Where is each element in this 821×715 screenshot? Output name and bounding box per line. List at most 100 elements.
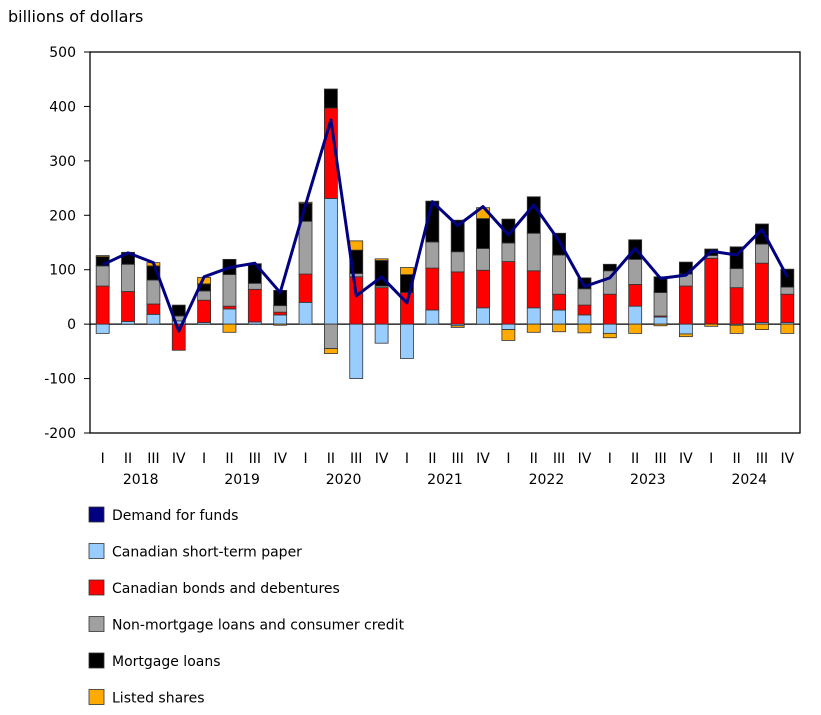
bar-segment: [678, 285, 693, 325]
bar-segment: [501, 329, 516, 341]
legend-label: Listed shares: [112, 691, 205, 707]
bar-segment: [678, 333, 693, 338]
bar-segment: [95, 255, 110, 258]
y-axis-label: billions of dollars: [8, 7, 143, 26]
x-tick-label: IV: [375, 451, 389, 467]
bar-segment: [653, 323, 668, 327]
legend-swatch: [88, 652, 105, 669]
bar-segment: [400, 323, 414, 359]
bar-segment: [780, 286, 795, 295]
y-tick-label: 200: [49, 208, 76, 224]
bar-segment: [577, 304, 592, 316]
x-tick-label: IV: [273, 451, 287, 467]
legend-swatch: [88, 689, 105, 705]
x-tick-label: I: [202, 451, 206, 467]
x-tick-label: IV: [578, 451, 592, 467]
bar-segment: [450, 271, 465, 325]
bar-segment: [374, 323, 389, 344]
bar-segment: [247, 282, 262, 290]
x-tick-label: II: [631, 451, 639, 467]
bar-segment: [222, 308, 237, 325]
legend-label: Non-mortgage loans and consumer credit: [112, 618, 405, 634]
bar-segment: [95, 285, 110, 325]
bar-segment: [450, 325, 465, 328]
demand-for-funds-line: [102, 118, 789, 333]
bar-segment: [552, 323, 567, 333]
bar-segment: [602, 323, 617, 334]
bar-segment: [349, 276, 364, 325]
bar-segment: [678, 323, 693, 335]
x-tick-label: III: [451, 451, 463, 467]
bar-segment: [476, 269, 490, 309]
bar-segment: [729, 268, 744, 289]
bar-segment: [222, 323, 237, 333]
bar-segment: [298, 273, 313, 303]
bar-segment: [526, 232, 541, 272]
y-tick-label: -200: [44, 426, 76, 442]
bar-segment: [526, 270, 541, 309]
bar-segment: [273, 323, 288, 326]
legend-swatch: [88, 506, 105, 523]
y-tick-label: 0: [67, 317, 76, 333]
bar-segment: [171, 323, 186, 351]
bar-segment: [526, 323, 541, 333]
y-tick-label: 100: [49, 263, 76, 279]
bar-segment: [704, 257, 719, 325]
bar-segment: [323, 348, 338, 354]
bar-segment: [602, 293, 617, 325]
y-tick-label: -100: [44, 372, 76, 388]
legend-swatch: [88, 543, 105, 559]
year-label: 2020: [326, 472, 362, 488]
bar-segment: [526, 307, 541, 325]
x-tick-label: I: [101, 451, 105, 467]
bar-segment: [780, 293, 795, 323]
y-tick-label: 400: [49, 99, 76, 115]
bar-segment: [450, 219, 465, 253]
x-tick-label: IV: [780, 451, 794, 467]
x-tick-label: I: [303, 451, 307, 467]
bar-segment: [349, 240, 364, 251]
bar-segment: [628, 258, 643, 285]
year-label: 2019: [224, 472, 260, 488]
bar-segment: [121, 321, 135, 325]
x-tick-label: III: [553, 451, 565, 467]
x-tick-label: II: [327, 451, 335, 467]
x-tick-label: II: [124, 451, 132, 467]
bar-segment: [171, 304, 186, 317]
year-label: 2022: [529, 472, 565, 488]
bar-segment: [95, 265, 110, 287]
x-tick-label: III: [350, 451, 362, 467]
bar-segment: [628, 284, 643, 307]
bar-segment: [755, 262, 769, 323]
x-tick-label: III: [147, 451, 159, 467]
year-label: 2018: [123, 472, 159, 488]
bar-segment: [121, 291, 135, 322]
year-label: 2023: [630, 472, 666, 488]
bar-segment: [780, 268, 795, 288]
legend-swatch: [88, 579, 105, 596]
bar-segment: [425, 267, 440, 311]
bar-segment: [450, 251, 465, 273]
legend-swatch: [88, 616, 105, 632]
bar-segment: [273, 305, 288, 313]
bar-segment: [323, 198, 338, 325]
bar-segment: [374, 258, 389, 261]
bar-segment: [526, 196, 541, 234]
x-tick-label: I: [506, 451, 510, 467]
bar-segment: [501, 242, 516, 262]
bar-segment: [602, 263, 617, 272]
bar-segment: [323, 323, 338, 350]
bar-segment: [755, 323, 769, 330]
bar-segment: [628, 305, 643, 325]
bar-segment: [146, 279, 161, 305]
bar-segment: [298, 301, 313, 325]
bar-segment: [704, 323, 719, 327]
bar-segment: [197, 299, 212, 323]
x-tick-label: IV: [679, 451, 693, 467]
bar-segment: [95, 323, 110, 334]
x-tick-label: II: [225, 451, 233, 467]
bar-segment: [602, 332, 617, 339]
bar-segment: [729, 324, 744, 334]
x-tick-label: I: [709, 451, 713, 467]
